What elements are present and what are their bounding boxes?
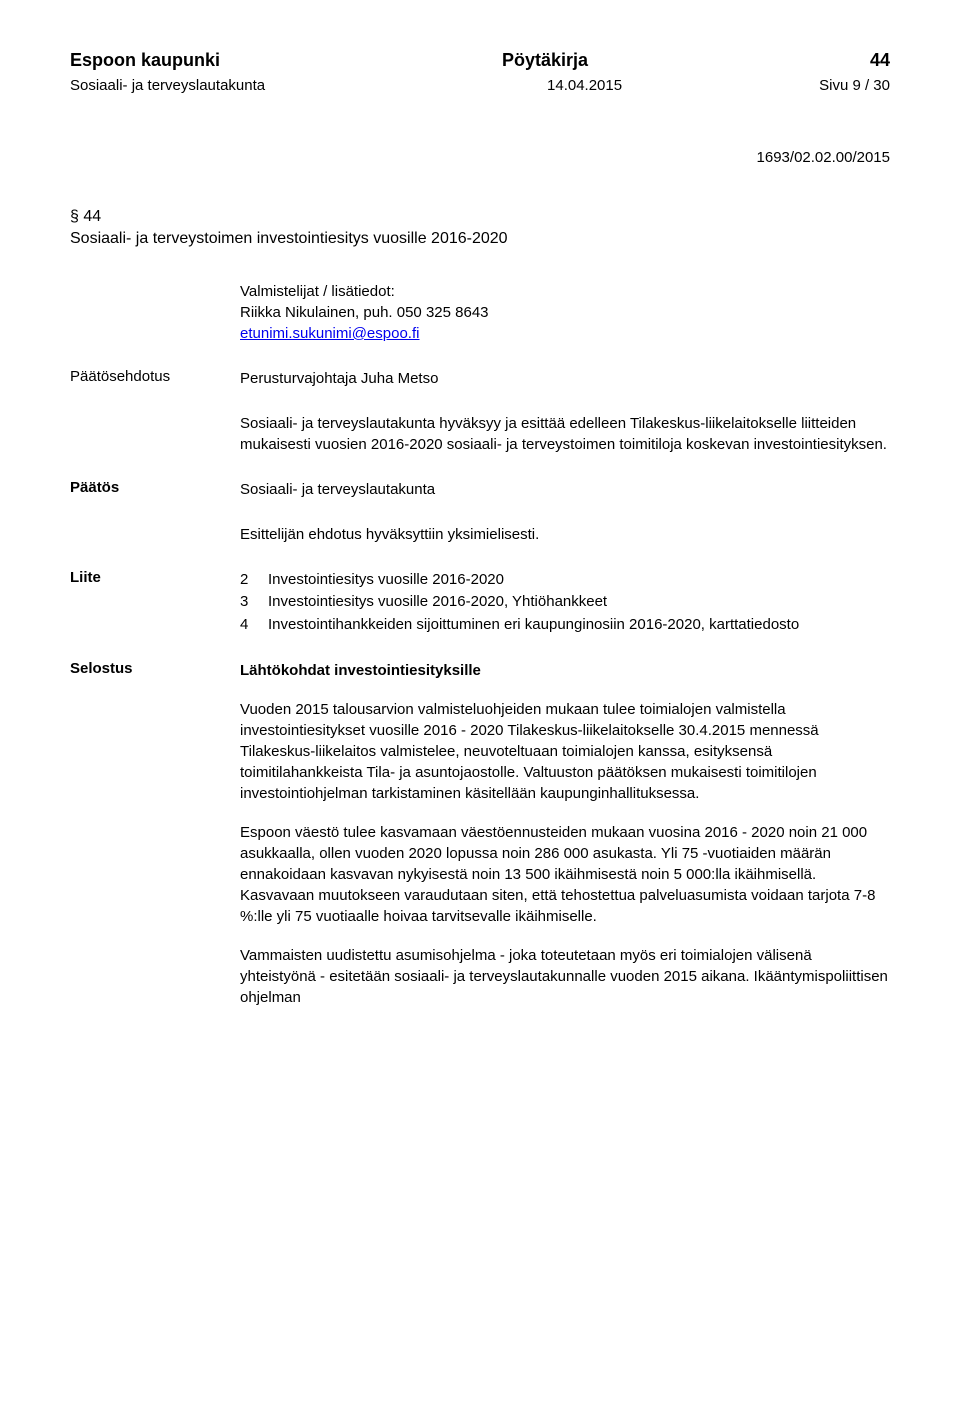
preparer-block: Valmistelijat / lisätiedot: Riikka Nikul…	[240, 281, 890, 344]
narrative-heading: Lähtökohdat investointiesityksille	[240, 660, 890, 681]
decision-text: Esittelijän ehdotus hyväksyttiin yksimie…	[240, 524, 890, 545]
preparer-name: Riikka Nikulainen, puh. 050 325 8643	[240, 304, 489, 321]
section-title-text: Sosiaali- ja terveystoimen investointies…	[70, 230, 508, 247]
attachment-num: 4	[240, 614, 268, 637]
decision-by: Sosiaali- ja terveyslautakunta	[240, 479, 890, 500]
attachment-row: 4 Investointihankkeiden sijoittuminen er…	[240, 614, 890, 637]
proposal-label: Päätösehdotus	[70, 368, 240, 389]
section-number: § 44	[70, 208, 101, 225]
proposal-presenter: Perusturvajohtaja Juha Metso	[240, 368, 890, 389]
narrative-p2: Espoon väestö tulee kasvamaan väestöennu…	[240, 822, 890, 927]
header-row: Espoon kaupunki Pöytäkirja 44	[70, 50, 890, 71]
section-title: § 44 Sosiaali- ja terveystoimen investoi…	[70, 206, 890, 251]
preparer-label: Valmistelijat / lisätiedot:	[240, 283, 395, 300]
narrative-label: Selostus	[70, 660, 240, 1026]
decision-block: Päätös Sosiaali- ja terveyslautakunta	[70, 479, 890, 500]
header-committee: Sosiaali- ja terveyslautakunta	[70, 77, 350, 94]
attachments-label: Liite	[70, 569, 240, 637]
header-org: Espoon kaupunki	[70, 50, 220, 71]
proposal-body: Sosiaali- ja terveyslautakunta hyväksyy …	[240, 413, 890, 455]
attachment-text: Investointiesitys vuosille 2016-2020, Yh…	[268, 591, 890, 614]
case-number: 1693/02.02.00/2015	[70, 149, 890, 166]
attachment-text: Investointihankkeiden sijoittuminen eri …	[268, 614, 890, 637]
document-page: Espoon kaupunki Pöytäkirja 44 Sosiaali- …	[0, 0, 960, 1100]
decision-label: Päätös	[70, 479, 240, 500]
header-date: 14.04.2015	[547, 77, 622, 94]
narrative-p1: Vuoden 2015 talousarvion valmisteluohjei…	[240, 699, 890, 804]
preparer-email-link[interactable]: etunimi.sukunimi@espoo.fi	[240, 325, 419, 342]
narrative-block: Selostus Lähtökohdat investointiesityksi…	[70, 660, 890, 1026]
header-docnum: 44	[870, 50, 890, 71]
attachment-row: 3 Investointiesitys vuosille 2016-2020, …	[240, 591, 890, 614]
attachment-text: Investointiesitys vuosille 2016-2020	[268, 569, 890, 592]
header-doctype: Pöytäkirja	[502, 50, 588, 71]
subheader-row: Sosiaali- ja terveyslautakunta 14.04.201…	[70, 77, 890, 94]
header-pagenum: Sivu 9 / 30	[819, 77, 890, 94]
narrative-p3: Vammaisten uudistettu asumisohjelma - jo…	[240, 945, 890, 1008]
attachment-row: 2 Investointiesitys vuosille 2016-2020	[240, 569, 890, 592]
attachments-block: Liite 2 Investointiesitys vuosille 2016-…	[70, 569, 890, 637]
attachment-num: 2	[240, 569, 268, 592]
attachment-num: 3	[240, 591, 268, 614]
proposal-block: Päätösehdotus Perusturvajohtaja Juha Met…	[70, 368, 890, 389]
